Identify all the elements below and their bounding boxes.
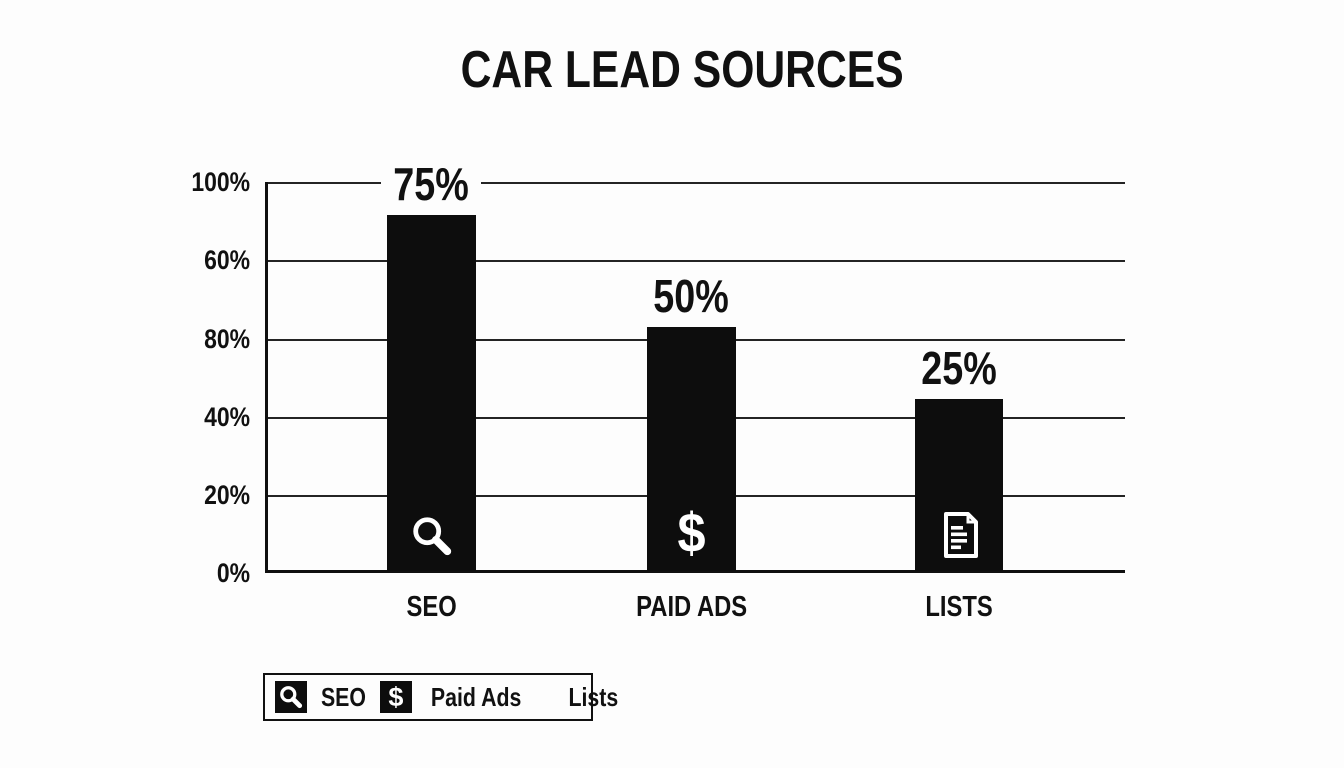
magnifier-icon [409, 513, 455, 559]
dollar-icon: $ [677, 501, 706, 564]
legend: SEO $ Paid Ads Lists [263, 673, 618, 721]
legend-item-paid-ads-chip: $ [379, 681, 412, 713]
bar-seo [387, 215, 476, 571]
chart-title: CAR LEAD SOURCES [0, 40, 1344, 100]
y-tick-label: 100% [191, 167, 250, 197]
gridline [265, 182, 1125, 184]
legend-label-seo: SEO [320, 681, 366, 712]
chart-title-text: CAR LEAD SOURCES [460, 41, 904, 99]
x-axis-label-paid-ads: PAID ADS [636, 591, 748, 623]
legend-item-seo-chip [275, 681, 307, 713]
y-axis-line [265, 182, 268, 573]
y-tick-label: 20% [204, 480, 250, 510]
y-tick-label: 0% [216, 558, 250, 588]
document-icon [935, 511, 983, 559]
x-axis-label-lists: LISTS [925, 591, 993, 623]
gridline [265, 260, 1125, 262]
bar-lists [915, 399, 1003, 571]
bar-value-label-lists: 25% [909, 344, 1009, 392]
bar-value-label-paid-ads: 50% [641, 272, 741, 320]
bar-value-label-seo: 75% [381, 160, 481, 208]
y-tick-label: 80% [204, 324, 250, 354]
legend-label-lists: Lists [568, 681, 619, 712]
y-tick-label: 60% [204, 245, 250, 275]
bar-paid-ads: $ [647, 327, 736, 571]
x-axis-line [265, 570, 1125, 573]
y-tick-label: 40% [204, 402, 250, 432]
legend-label-paid-ads: Paid Ads [430, 681, 522, 712]
magnifier-icon [278, 684, 304, 710]
plot-area: $ [265, 182, 1125, 573]
dollar-icon: $ [388, 681, 404, 712]
x-axis-label-seo: SEO [406, 591, 458, 623]
